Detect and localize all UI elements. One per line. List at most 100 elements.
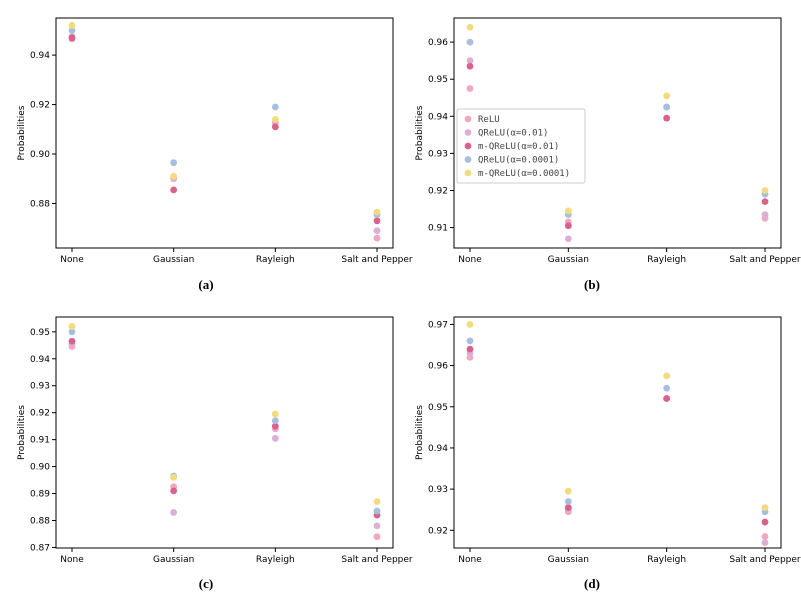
panel-3: 0.87 0.88 0.89 0.90 0.91 0.92 0.93 0.94 0.95 None… bbox=[17, 316, 413, 591]
data-point-mqrelu-001 bbox=[564, 222, 572, 230]
data-point-qrelu-001 bbox=[761, 539, 769, 547]
panel-4: 0.92 0.93 0.94 0.95 0.96 0.97 None Gaussian Rayl… bbox=[415, 316, 801, 591]
data-point-mqrelu-00001 bbox=[564, 487, 572, 495]
data-point-qrelu-001 bbox=[373, 227, 381, 235]
panel-2: 0.91 0.92 0.93 0.94 0.95 0.96 None Gaussian Rayl… bbox=[415, 17, 801, 292]
data-point-mqrelu-00001 bbox=[663, 372, 671, 380]
data-point-mqrelu-001 bbox=[170, 487, 178, 495]
data-point-mqrelu-00001 bbox=[170, 172, 178, 180]
y-tick-label: 0.90 bbox=[30, 463, 50, 473]
data-point-mqrelu-001 bbox=[564, 504, 572, 512]
x-tick-label: Rayleigh bbox=[256, 255, 295, 265]
data-point-mqrelu-001 bbox=[663, 395, 671, 402]
data-point-qrelu-00001 bbox=[663, 384, 671, 392]
legend: ReLU QReLU(α=0.01) m-QReLU(α=0.01) QReLU(α=… bbox=[456, 108, 586, 184]
x-tick-label: Gaussian bbox=[548, 555, 589, 565]
data-point-mqrelu-00001 bbox=[663, 92, 671, 100]
data-point-qrelu-001 bbox=[271, 434, 279, 442]
y-tick-label: 0.91 bbox=[428, 224, 448, 234]
x-tick-label: Salt and Pepper bbox=[341, 255, 413, 265]
legend-marker bbox=[464, 156, 472, 163]
y-tick-label: 0.94 bbox=[30, 51, 50, 61]
y-tick-label: 0.94 bbox=[428, 112, 448, 122]
x-tick-label: Rayleigh bbox=[256, 555, 295, 565]
data-point-mqrelu-00001 bbox=[466, 321, 474, 328]
data-point-relu bbox=[373, 533, 381, 541]
x-tick-label: Gaussian bbox=[153, 255, 194, 265]
y-tick-label: 0.88 bbox=[30, 517, 50, 527]
plot-area-frame bbox=[55, 316, 394, 549]
plot-area-frame bbox=[453, 17, 782, 249]
data-point-qrelu-00001 bbox=[68, 328, 76, 336]
plot-area-frame bbox=[453, 316, 782, 549]
y-axis-title: Probabilities bbox=[415, 105, 425, 160]
y-tick-label: 0.96 bbox=[428, 38, 448, 48]
x-tick-label: Rayleigh bbox=[647, 555, 686, 565]
legend-label: QReLU(α=0.0001) bbox=[478, 156, 559, 166]
data-point-mqrelu-001 bbox=[663, 114, 671, 122]
legend-marker bbox=[464, 142, 472, 150]
panel-1: 0.88 0.90 0.92 0.94 None Gaussian Rayleigh Salt… bbox=[17, 17, 413, 292]
data-point-mqrelu-00001 bbox=[68, 22, 76, 29]
legend-label: QReLU(α=0.01) bbox=[478, 129, 548, 139]
data-point-qrelu-00001 bbox=[373, 507, 381, 515]
data-point-qrelu-001 bbox=[761, 211, 769, 219]
y-tick-label: 0.95 bbox=[428, 403, 448, 413]
data-point-mqrelu-001 bbox=[466, 345, 474, 353]
y-tick-label: 0.94 bbox=[30, 355, 50, 365]
data-point-qrelu-001 bbox=[373, 522, 381, 530]
data-point-mqrelu-00001 bbox=[271, 115, 279, 123]
y-tick-label: 0.92 bbox=[428, 526, 448, 536]
y-tick-label: 0.93 bbox=[428, 149, 448, 159]
legend-label: ReLU bbox=[478, 115, 500, 125]
panel-caption: (b) bbox=[584, 277, 600, 292]
data-point-qrelu-001 bbox=[466, 57, 474, 65]
data-point-relu bbox=[466, 85, 474, 92]
x-tick-label: Rayleigh bbox=[647, 255, 686, 265]
data-point-mqrelu-001 bbox=[68, 34, 76, 42]
x-tick-label: None bbox=[60, 255, 84, 265]
data-point-qrelu-00001 bbox=[564, 498, 572, 505]
data-point-mqrelu-001 bbox=[170, 186, 178, 194]
y-tick-label: 0.92 bbox=[428, 187, 448, 197]
y-tick-label: 0.95 bbox=[428, 75, 448, 85]
data-point-mqrelu-001 bbox=[373, 217, 381, 225]
x-tick-label: Gaussian bbox=[153, 555, 194, 565]
panel-caption: (a) bbox=[198, 277, 213, 292]
y-tick-label: 0.93 bbox=[30, 382, 50, 392]
data-point-mqrelu-001 bbox=[761, 198, 769, 206]
data-point-mqrelu-001 bbox=[68, 337, 76, 345]
y-tick-label: 0.92 bbox=[30, 409, 50, 419]
data-point-qrelu-00001 bbox=[466, 38, 474, 46]
y-axis-title: Probabilities bbox=[17, 405, 27, 460]
y-tick-label: 0.96 bbox=[428, 362, 448, 372]
legend-box bbox=[456, 108, 586, 184]
data-point-qrelu-00001 bbox=[663, 103, 671, 111]
legend-marker bbox=[464, 169, 472, 177]
y-axis-title: Probabilities bbox=[415, 405, 425, 460]
y-tick-label: 0.91 bbox=[30, 436, 50, 446]
x-tick-label: Salt and Pepper bbox=[729, 255, 801, 265]
data-point-mqrelu-00001 bbox=[68, 323, 76, 330]
data-point-qrelu-00001 bbox=[271, 417, 279, 425]
legend-label: m-QReLU(α=0.01) bbox=[478, 142, 559, 152]
data-point-mqrelu-001 bbox=[761, 518, 769, 526]
y-tick-label: 0.94 bbox=[428, 444, 448, 454]
data-point-mqrelu-00001 bbox=[466, 23, 474, 31]
panel-caption: (d) bbox=[584, 576, 600, 591]
x-tick-label: Salt and Pepper bbox=[341, 555, 413, 565]
y-tick-label: 0.88 bbox=[30, 199, 50, 209]
x-tick-label: Gaussian bbox=[548, 255, 589, 265]
data-point-mqrelu-001 bbox=[271, 422, 279, 430]
data-point-qrelu-001 bbox=[564, 235, 572, 243]
legend-marker bbox=[464, 115, 472, 123]
y-tick-label: 0.95 bbox=[30, 328, 50, 338]
data-point-relu bbox=[761, 533, 769, 540]
data-point-qrelu-00001 bbox=[271, 103, 279, 111]
y-tick-label: 0.97 bbox=[428, 320, 448, 330]
data-point-mqrelu-00001 bbox=[761, 187, 769, 194]
y-axis-title: Probabilities bbox=[17, 105, 27, 160]
data-point-relu bbox=[373, 234, 381, 242]
data-point-mqrelu-00001 bbox=[170, 473, 178, 481]
